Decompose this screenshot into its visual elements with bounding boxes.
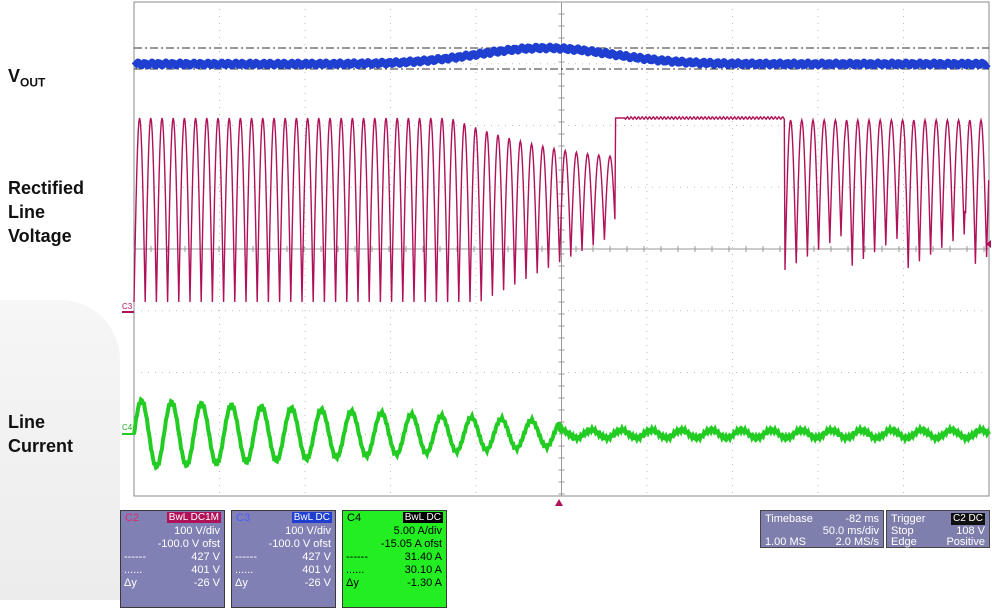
amps-per-div: 5.00 A/div [393,525,442,537]
c3-marker: C3 [122,302,133,311]
timebase-delay: -82 ms [845,513,879,525]
trigger-panel[interactable]: Trigger C2 DC Stop 108 V Edge Positive [886,510,990,548]
channel-name: C4 [347,512,362,524]
delta-label: Δy [124,577,137,589]
trigger-badge: C2 DC [950,513,985,525]
line-current-label: Line Current [8,412,74,456]
cursor-value-1: 31.40 A [404,551,442,563]
trigger-level-marker [986,240,991,248]
cursor-value-1: 427 V [302,551,331,563]
channel-name: C2 [125,512,140,524]
trigger-mode: Stop [891,525,914,537]
sample-rate: 2.0 MS/s [835,536,879,548]
rectified-line-voltage-label: Rectified Line Voltage [8,178,85,246]
c4-marker: C4 [122,423,133,432]
channel-panel-c2[interactable]: C2 BwL DC1M 100 V/div -100.0 V ofst ----… [120,510,225,608]
cursor-value-2: 401 V [191,564,220,576]
rectified-voltage-trace [133,115,990,303]
volts-per-div: 100 V/div [174,525,220,537]
trigger-type: Edge [891,536,917,548]
line-current-trace [132,396,991,471]
delta-label: Δy [235,577,248,589]
trigger-label: Trigger [891,513,926,525]
offset: -100.0 V ofst [157,538,220,550]
cursor-value-1: 427 V [191,551,220,563]
trigger-level: 108 V [956,525,985,537]
delta-value: -26 V [193,577,220,589]
timebase-panel[interactable]: Timebase -82 ms 50.0 ms/div 1.00 MS 2.0 M… [760,510,884,548]
channel-name: C3 [236,512,251,524]
channel-badge: BwL DC [291,512,332,523]
cursor-value-2: 30.10 A [404,564,442,576]
channel-panel-c4[interactable]: C4 BwL DC 5.00 A/div -15.05 A ofst -----… [342,510,447,608]
trigger-slope: Positive [946,536,985,548]
sample-count: 1.00 MS [765,536,806,548]
background-decoration [0,300,120,600]
delta-label: Δy [346,577,359,589]
channel-badge: BwL DC [402,512,443,523]
timebase-div: 50.0 ms/div [822,525,879,537]
delta-value: -26 V [304,577,331,589]
vout-label: VOUT [8,66,46,90]
channel-badge: BwL DC1M [166,512,221,523]
cursor-value-2: 401 V [302,564,331,576]
volts-per-div: 100 V/div [285,525,331,537]
offset: -100.0 V ofst [268,538,331,550]
timebase-label: Timebase [765,513,813,525]
offset: -15.05 A ofst [380,538,442,550]
vout-trace [131,42,991,70]
delta-value: -1.30 A [407,577,442,589]
channel-panel-c3[interactable]: C3 BwL DC 100 V/div -100.0 V ofst ------… [231,510,336,608]
trigger-position-marker [555,499,563,506]
